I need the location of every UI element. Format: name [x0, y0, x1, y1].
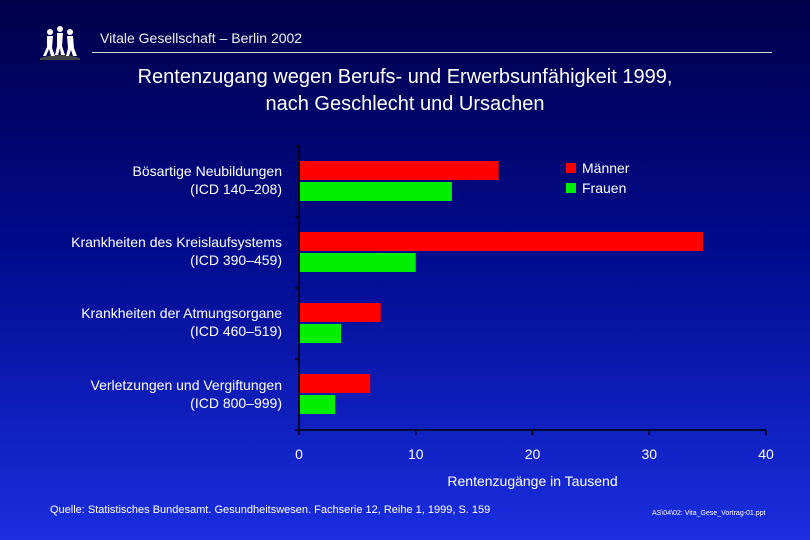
legend-label: Frauen [582, 180, 626, 196]
bar-maenner [300, 303, 381, 322]
bar-maenner [300, 232, 703, 251]
legend-swatch [566, 163, 576, 173]
legend-swatch [566, 183, 576, 193]
category-label-line-1: Verletzungen und Vergiftungen [90, 377, 283, 393]
vitale-gesellschaft-logo-icon [40, 26, 80, 60]
category-label: Bösartige Neubildungen (ICD 140–208) [2, 162, 282, 198]
chart-title-line-2: nach Geschlecht und Ursachen [265, 93, 545, 115]
x-axis-label: Rentenzugänge in Tausend [447, 473, 617, 489]
header-divider [92, 52, 772, 53]
x-tick-label: 10 [408, 446, 424, 462]
bar-frauen [300, 182, 452, 201]
category-label-line-1: Krankheiten der Atmungsorgane [81, 305, 282, 321]
category-label: Verletzungen und Vergiftungen (ICD 800–9… [2, 376, 283, 412]
x-tick-label: 40 [758, 446, 774, 462]
chart-title: Rentenzugang wegen Berufs- und Erwerbsun… [0, 64, 810, 118]
category-label-line-1: Bösartige Neubildungen [132, 163, 282, 179]
chart-title-line-1: Rentenzugang wegen Berufs- und Erwerbsun… [137, 66, 673, 88]
source-note: Quelle: Statistisches Bundesamt. Gesundh… [50, 504, 491, 516]
x-tick-label: 20 [525, 446, 541, 462]
category-label-line-1: Krankheiten des Kreislaufsystems [71, 234, 282, 250]
category-label-line-2: (ICD 140–208) [190, 181, 282, 197]
category-label: Krankheiten des Kreislaufsystems (ICD 39… [2, 233, 282, 269]
header-subtitle: Vitale Gesellschaft – Berlin 2002 [100, 30, 303, 46]
category-label: Krankheiten der Atmungsorgane (ICD 460–5… [2, 304, 282, 340]
bar-maenner [300, 374, 371, 393]
legend-label: Männer [582, 160, 630, 176]
x-tick-label: 0 [295, 446, 303, 462]
file-reference: AS\04\02: Vita_Gese_Vortrag-01.ppt [652, 510, 766, 517]
category-label-line-2: (ICD 460–519) [190, 323, 282, 339]
category-label-line-2: (ICD 800–999) [190, 395, 282, 411]
bar-frauen [300, 324, 342, 343]
bar-maenner [300, 161, 499, 180]
bar-frauen [300, 395, 336, 414]
category-label-line-2: (ICD 390–459) [190, 252, 282, 268]
bar-frauen [300, 253, 416, 272]
x-tick-label: 30 [641, 446, 657, 462]
